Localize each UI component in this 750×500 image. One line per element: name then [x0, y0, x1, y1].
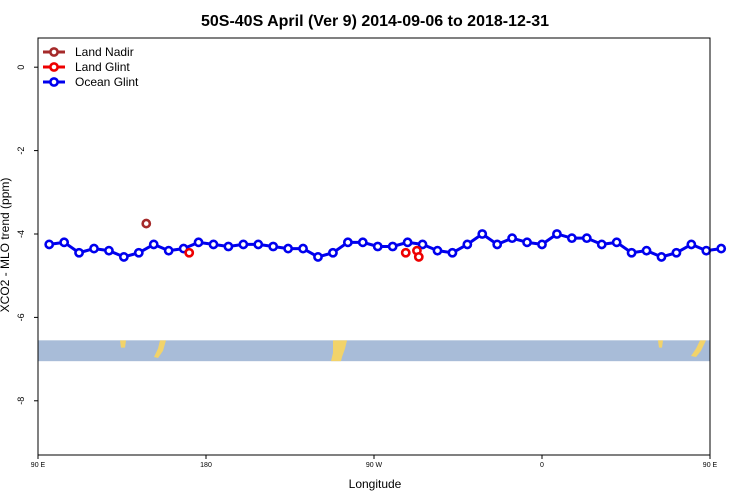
x-tick-label: 90 E	[31, 462, 46, 469]
data-point	[686, 239, 697, 250]
data-point	[141, 218, 152, 229]
series-land-glint	[184, 245, 424, 262]
land-mass	[691, 340, 706, 358]
data-point	[596, 239, 607, 250]
data-point	[581, 233, 592, 244]
data-point	[402, 237, 413, 248]
legend-marker	[49, 62, 59, 72]
x-tick-label: 0	[540, 462, 544, 469]
data-point	[74, 247, 84, 258]
map-band	[38, 340, 710, 362]
data-point	[268, 241, 279, 252]
y-tick-label: -4	[16, 230, 26, 238]
data-point	[342, 237, 353, 248]
series-line	[48, 232, 722, 259]
data-point	[641, 245, 652, 256]
x-tick-label: 90 W	[366, 462, 383, 469]
data-point	[462, 239, 473, 250]
data-point	[104, 245, 114, 256]
data-point	[238, 239, 249, 250]
data-point	[611, 237, 622, 248]
data-point	[118, 252, 129, 262]
data-point	[701, 245, 712, 256]
data-point	[283, 243, 294, 254]
y-axis-label: XCO2 - MLO trend (ppm)	[0, 178, 12, 313]
y-axis-ticks: 0 -2 -4 -6 -8	[16, 65, 38, 405]
series-land-nadir	[141, 218, 152, 229]
chart-title: 50S-40S April (Ver 9) 2014-09-06 to 2018…	[201, 13, 549, 30]
land-mass	[331, 340, 347, 362]
data-point	[184, 247, 195, 258]
data-point	[44, 239, 55, 250]
plot-frame	[37, 37, 711, 456]
data-point	[400, 247, 411, 258]
data-point	[566, 233, 577, 244]
data-point	[417, 239, 428, 250]
data-point	[626, 247, 637, 258]
legend-marker	[49, 47, 59, 57]
data-point	[163, 245, 174, 256]
data-point	[133, 247, 144, 258]
legend-item: Land Nadir	[43, 45, 134, 59]
data-point	[537, 239, 547, 250]
data-point	[208, 239, 219, 250]
legend-label: Land Glint	[75, 60, 130, 74]
series-ocean-glint	[44, 229, 727, 262]
data-point	[193, 237, 204, 248]
data-point	[372, 241, 383, 252]
y-tick-label: -2	[16, 147, 26, 155]
data-point	[148, 239, 159, 250]
x-tick-label: 90 E	[703, 462, 718, 469]
data-point	[413, 252, 424, 262]
y-tick-label: -8	[16, 397, 26, 405]
data-point	[298, 243, 308, 254]
y-tick-label: 0	[16, 65, 26, 70]
data-point	[387, 241, 398, 252]
data-point	[671, 247, 682, 258]
legend-item: Land Glint	[43, 60, 130, 74]
data-point	[716, 243, 727, 254]
legend-marker	[49, 77, 59, 87]
data-point	[253, 239, 264, 250]
y-tick-label: -6	[16, 313, 26, 321]
land-mass	[658, 340, 663, 348]
data-point	[59, 237, 70, 248]
x-axis-ticks: 90 E 180 90 W 0 90 E	[31, 455, 718, 469]
data-point	[89, 243, 99, 254]
x-tick-label: 180	[200, 462, 212, 469]
data-point	[328, 247, 338, 258]
map-band-land	[120, 340, 706, 362]
data-point	[507, 233, 518, 244]
data-point	[477, 229, 488, 239]
map-band-ocean	[38, 340, 710, 362]
series-layer	[44, 218, 727, 262]
legend-label: Land Nadir	[75, 45, 134, 59]
land-mass	[154, 340, 166, 359]
data-point	[656, 252, 667, 262]
data-point	[552, 229, 562, 239]
data-point	[357, 237, 368, 248]
land-mass	[120, 340, 126, 348]
data-point	[313, 252, 323, 262]
data-point	[447, 247, 458, 258]
x-axis-label: Longitude	[349, 477, 402, 491]
data-point	[223, 241, 234, 252]
legend-label: Ocean Glint	[75, 75, 139, 89]
legend-item: Ocean Glint	[43, 75, 139, 89]
data-point	[432, 245, 443, 256]
data-point	[492, 239, 503, 250]
data-point	[522, 237, 532, 248]
